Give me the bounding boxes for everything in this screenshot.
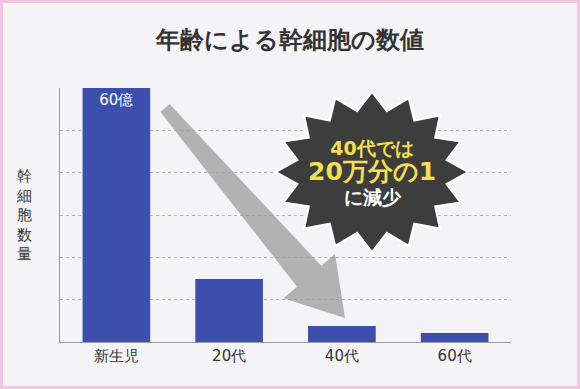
svg-text:幹細胞数量: 幹細胞数量 (16, 167, 32, 263)
svg-text:新生児: 新生児 (94, 347, 139, 365)
svg-text:20代: 20代 (212, 347, 246, 365)
svg-text:60億: 60億 (99, 91, 133, 109)
svg-text:60代: 60代 (438, 347, 472, 365)
svg-text:年齢による幹細胞の数値: 年齢による幹細胞の数値 (155, 26, 424, 54)
svg-text:40代: 40代 (325, 347, 359, 365)
svg-text:40代では20万分の1に減少: 40代では20万分の1に減少 (308, 137, 436, 208)
